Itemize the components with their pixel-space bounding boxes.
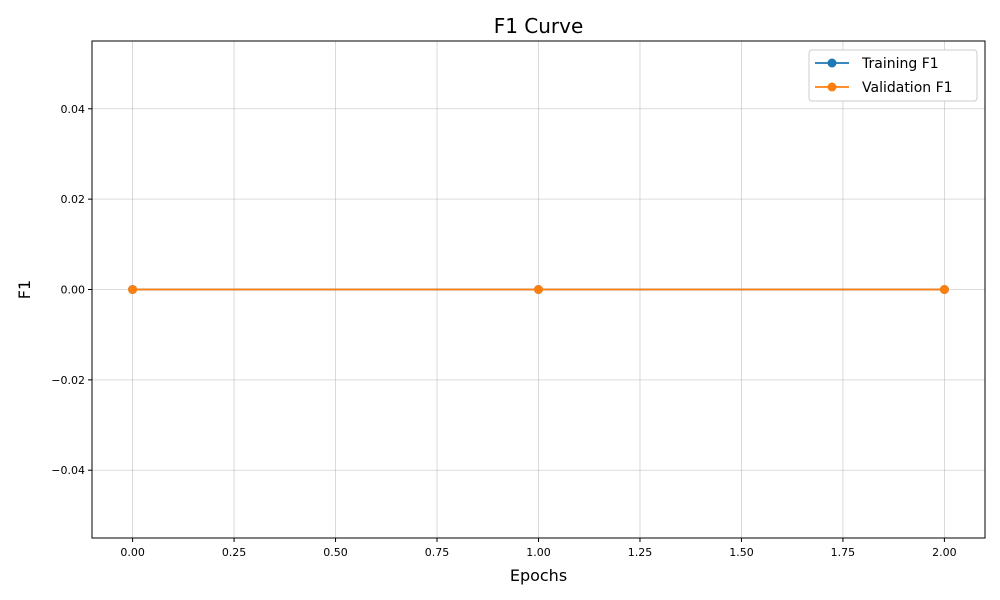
y-tick-label: 0.02	[61, 193, 86, 206]
data-point	[939, 285, 949, 294]
y-tick-label: 0.04	[61, 103, 86, 116]
chart-title: F1 Curve	[494, 14, 584, 38]
x-tick-label: 1.00	[526, 546, 551, 559]
x-axis-title: Epochs	[510, 566, 567, 585]
y-axis-title: F1	[15, 280, 34, 299]
y-axis-ticks: −0.04 −0.02 0.00 0.02 0.04	[51, 103, 92, 477]
x-tick-label: 2.00	[932, 546, 957, 559]
legend-marker	[827, 82, 837, 92]
y-tick-label: 0.00	[61, 284, 86, 297]
y-tick-label: −0.02	[51, 374, 85, 387]
data-point	[534, 285, 543, 294]
x-tick-label: 0.50	[323, 546, 348, 559]
legend-label: Validation F1	[862, 80, 953, 96]
legend-entry: Training F1	[815, 56, 939, 72]
x-axis-ticks: 0.00 0.25 0.50 0.75 1.00 1.25 1.50 1.75 2.00	[120, 538, 957, 559]
x-tick-label: 0.75	[425, 546, 450, 559]
legend: Training F1 Validation F1	[808, 49, 978, 102]
x-tick-label: 1.50	[729, 546, 754, 559]
series-layer	[128, 285, 949, 294]
x-tick-label: 0.25	[222, 546, 247, 559]
x-tick-label: 0.00	[120, 546, 145, 559]
legend-label: Training F1	[861, 56, 939, 72]
data-point	[128, 285, 138, 294]
legend-entry: Validation F1	[815, 80, 953, 96]
x-tick-label: 1.25	[628, 546, 653, 559]
x-tick-label: 1.75	[831, 546, 856, 559]
y-tick-label: −0.04	[51, 464, 85, 477]
series-2	[128, 285, 949, 294]
legend-box	[808, 49, 978, 102]
legend-marker	[827, 58, 837, 68]
